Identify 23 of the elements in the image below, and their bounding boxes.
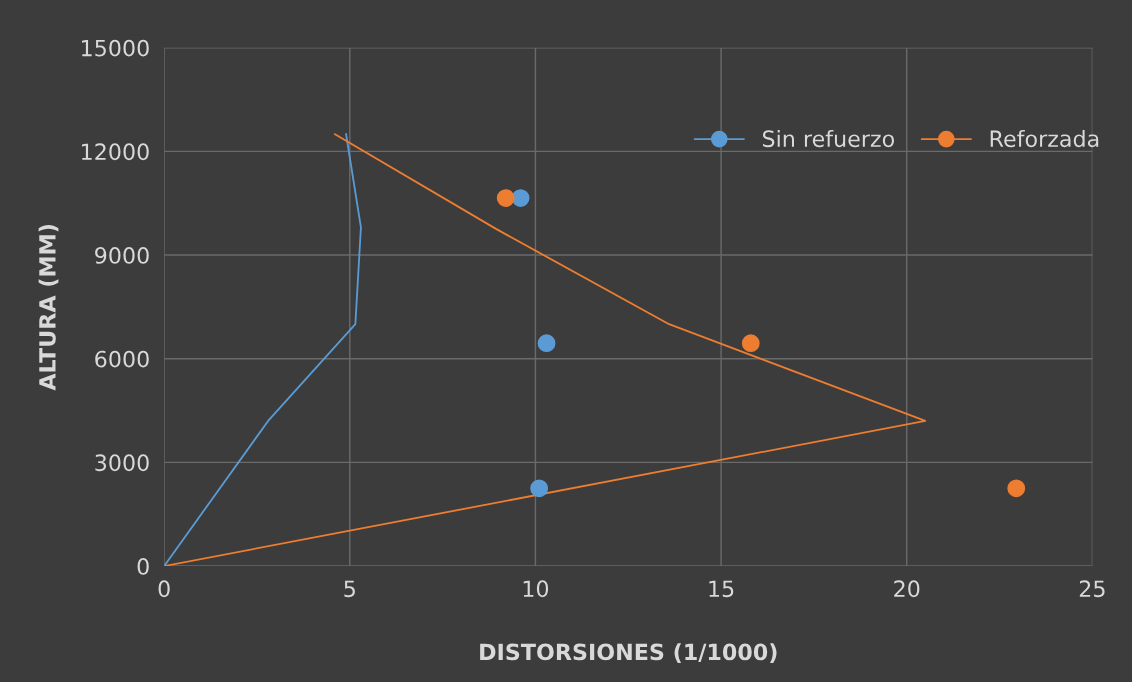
x-tick-label: 10	[523, 580, 549, 598]
y-tick-label: 9000	[95, 247, 149, 264]
x-tick-label: 5	[344, 580, 355, 598]
point	[1007, 479, 1026, 498]
y-axis-title: ALTURA (MM)	[38, 225, 59, 391]
x-tick-label: 15	[709, 580, 734, 598]
line-series	[164, 133, 362, 567]
x-axis-title: DISTORSIONES (1/1000)	[480, 643, 777, 663]
y-tick-label: 6000	[95, 350, 149, 368]
x-tick-label: 20	[894, 580, 920, 598]
point	[496, 189, 515, 207]
legend-label: Sin refuerzo	[762, 129, 894, 148]
y-tick-label: 0	[137, 558, 149, 575]
point	[511, 189, 530, 207]
legend-label: Reforzada	[990, 129, 1099, 148]
y-tick-label: 12000	[82, 143, 149, 161]
y-tick-label: 15000	[82, 39, 149, 57]
x-tick-label: 0	[158, 580, 170, 598]
point	[530, 479, 549, 498]
x-tick-label: 25	[1079, 580, 1105, 598]
point	[537, 334, 556, 353]
y-tick-label: 3000	[95, 454, 149, 472]
point	[741, 334, 760, 353]
